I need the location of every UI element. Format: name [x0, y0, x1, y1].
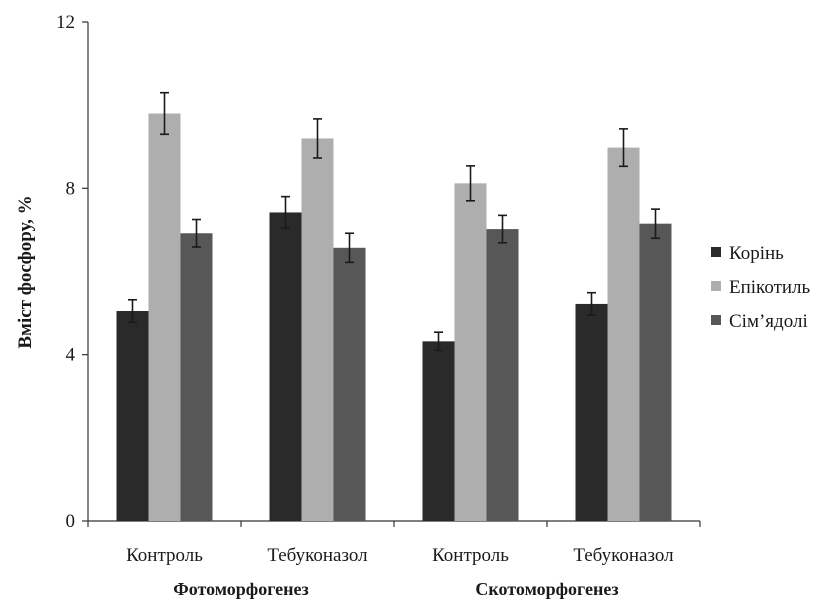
legend-swatch [711, 247, 721, 257]
bar [301, 138, 334, 521]
legend-label: Епікотиль [729, 277, 811, 298]
bar [148, 113, 181, 521]
bar [575, 303, 608, 521]
bar [454, 183, 487, 522]
bar [333, 247, 366, 522]
y-tick-label: 4 [66, 345, 76, 366]
y-tick-label: 0 [66, 511, 76, 532]
x-group-label: Скотоморфогенез [475, 579, 618, 599]
bar [607, 147, 640, 521]
legend-swatch [711, 281, 721, 291]
y-axis-title: Вміст фосфору, % [15, 195, 36, 348]
bar [486, 229, 519, 521]
bars [116, 91, 672, 522]
legend-label: Корінь [729, 243, 784, 264]
bar [180, 233, 213, 521]
x-group-label: Фотоморфогенез [173, 579, 309, 599]
legend: Корінь Епікотиль Сім’ядолі [711, 243, 811, 332]
bar [422, 341, 455, 521]
legend-swatch [711, 315, 721, 325]
y-tick-label: 8 [66, 178, 76, 199]
x-category-label: Контроль [126, 545, 203, 566]
x-category-label: Тебуконазол [267, 545, 368, 566]
legend-label: Сім’ядолі [729, 311, 808, 332]
x-category-label: Тебуконазол [573, 545, 674, 566]
axis-labels: Вміст фосфору, % Контроль Тебуконазол Конт… [15, 195, 674, 599]
bar [639, 223, 672, 521]
x-category-label: Контроль [432, 545, 509, 566]
y-tick-label: 12 [56, 12, 75, 33]
bar [116, 311, 149, 521]
bar [269, 212, 302, 521]
